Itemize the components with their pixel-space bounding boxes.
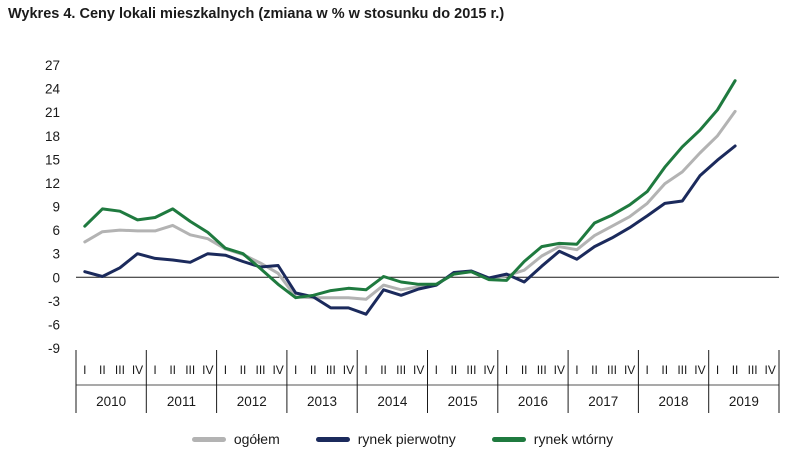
x-year-label: 2017 [588,394,618,409]
x-quarter-label: III [185,363,195,377]
x-quarter-label: II [380,363,387,377]
x-quarter-label: I [435,363,438,377]
x-quarter-label: I [224,363,227,377]
x-year-label: 2014 [377,394,408,409]
legend-swatch [491,436,526,442]
x-quarter-label: IV [132,363,143,377]
x-quarter-label: IV [202,363,213,377]
y-tick-label: -6 [48,317,60,332]
legend-swatch [315,436,350,442]
chart-title: Wykres 4. Ceny lokali mieszkalnych (zmia… [8,6,505,22]
y-tick-label: 24 [45,82,61,97]
x-quarter-label: III [748,363,758,377]
x-quarter-label: III [326,363,336,377]
x-quarter-label: IV [554,363,565,377]
x-quarter-label: IV [694,363,705,377]
legend-label: ogółem [233,431,280,447]
x-quarter-label: I [153,363,156,377]
x-year-label: 2012 [237,394,267,409]
x-year-label: 2013 [307,394,337,409]
x-quarter-label: II [661,363,668,377]
x-quarter-label: I [83,363,86,377]
x-quarter-label: II [591,363,598,377]
x-quarter-label: II [310,363,317,377]
x-year-label: 2018 [659,394,689,409]
x-quarter-label: I [364,363,367,377]
legend-swatch [191,436,226,442]
y-tick-label: 9 [52,200,60,215]
x-quarter-label: IV [413,363,424,377]
series-line-rynek-pierwotny [83,144,737,316]
x-quarter-label: III [466,363,476,377]
y-tick-label: 15 [45,152,60,167]
y-tick-label: 21 [45,105,60,120]
x-quarter-label: II [169,363,176,377]
y-tick-label: 12 [45,176,60,191]
y-tick-label: -9 [48,341,60,356]
x-quarter-label: II [451,363,458,377]
legend-label: rynek pierwotny [357,431,456,447]
y-tick-label: 27 [45,58,60,73]
x-quarter-label: III [677,363,687,377]
x-quarter-label: I [505,363,508,377]
x-quarter-label: II [521,363,528,377]
x-year-label: 2011 [167,394,196,409]
legend-item: rynek pierwotny [315,431,456,447]
y-tick-label: -3 [48,294,60,309]
x-quarter-label: III [115,363,125,377]
x-quarter-label: II [99,363,106,377]
x-quarter-label: II [732,363,739,377]
x-quarter-label: IV [624,363,635,377]
legend-item: ogółem [191,431,280,447]
series-line-rynek-wtórny [83,79,737,300]
x-year-label: 2010 [96,394,126,409]
legend: ogółem rynek pierwotny rynek wtórny [0,428,805,450]
x-quarter-label: III [537,363,547,377]
y-tick-label: 6 [52,223,60,238]
x-quarter-label: II [240,363,247,377]
x-quarter-label: IV [272,363,283,377]
y-tick-label: 18 [45,129,60,144]
x-quarter-label: IV [343,363,354,377]
x-quarter-label: III [396,363,406,377]
legend-label: rynek wtórny [533,431,614,447]
y-tick-label: 3 [52,247,60,262]
y-axis: -9 -6 -3 0 3 6 9 12 15 18 21 24 27 [45,58,61,356]
y-tick-label: 0 [52,270,60,285]
x-quarter-label: IV [765,363,776,377]
x-quarter-label: I [716,363,719,377]
x-quarter-label: III [256,363,266,377]
x-year-label: 2015 [448,394,478,409]
x-quarter-label: I [646,363,649,377]
x-quarter-label: III [607,363,617,377]
x-quarter-label: I [294,363,297,377]
series-line-ogółem [83,109,737,301]
legend-item: rynek wtórny [491,431,614,447]
x-year-label: 2016 [518,394,548,409]
x-quarter-label: I [575,363,578,377]
x-quarter-label: IV [483,363,494,377]
series-lines [83,79,737,316]
x-year-label: 2019 [729,394,759,409]
